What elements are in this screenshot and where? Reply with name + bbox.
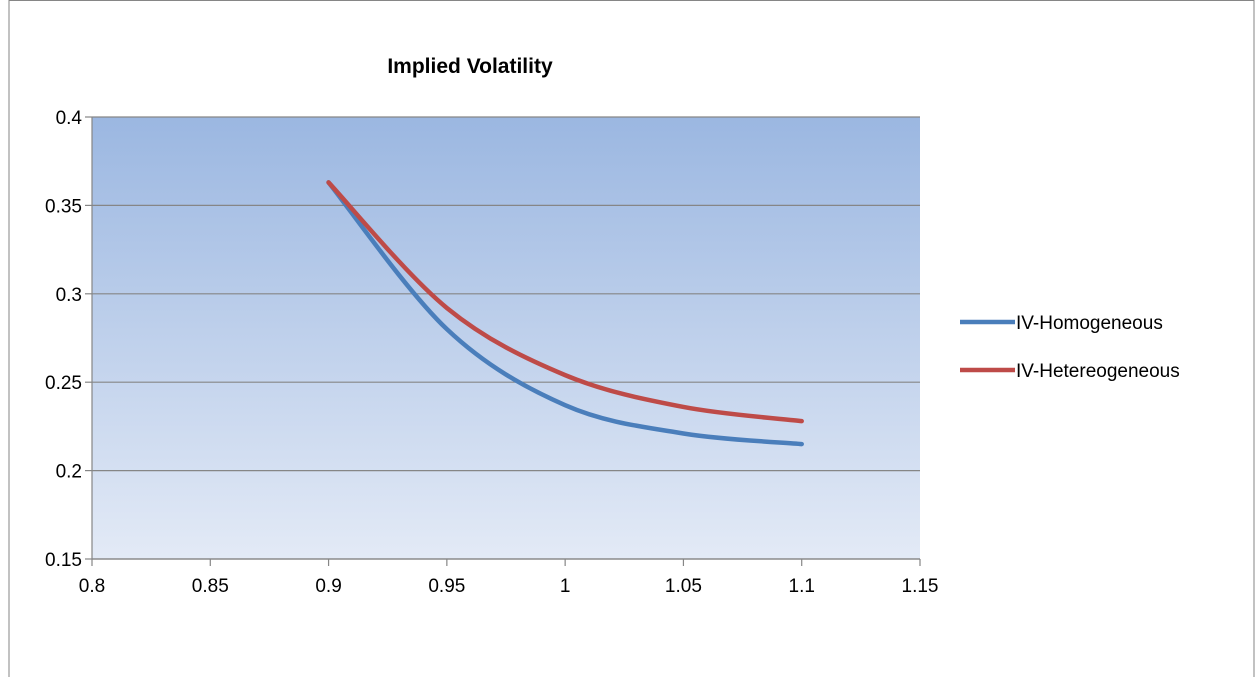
y-tick-label: 0.3 (56, 285, 82, 306)
y-tick-label: 0.4 (56, 108, 83, 129)
chart-title: Implied Volatility (387, 55, 553, 78)
y-tick-label: 0.25 (45, 373, 82, 394)
y-tick-label: 0.35 (45, 196, 82, 217)
y-tick-label: 0.15 (45, 550, 82, 571)
axes (85, 116, 921, 566)
legend-label-iv-homogeneous: IV-Homogeneous (1016, 313, 1163, 334)
x-tick-label: 0.8 (79, 576, 105, 597)
y-axis-tick-labels: 0.4 0.35 0.3 0.25 0.2 0.15 (45, 108, 82, 571)
series-lines (326, 180, 804, 447)
x-tick-label: 0.9 (315, 576, 341, 597)
x-tick-label: 0.85 (192, 576, 229, 597)
plot-area (92, 117, 920, 559)
x-tick-label: 0.95 (428, 576, 465, 597)
x-tick-label: 1.15 (902, 576, 939, 597)
legend-label-iv-hetereogeneous: IV-Hetereogeneous (1016, 361, 1180, 382)
x-tick-label: 1.05 (665, 576, 702, 597)
legend: IV-Homogeneous IV-Hetereogeneous (960, 313, 1180, 382)
x-tick-label: 1 (560, 576, 571, 597)
y-tick-label: 0.2 (56, 462, 82, 483)
x-tick-label: 1.1 (789, 576, 815, 597)
series-line-iv-hetereogeneous (326, 180, 804, 424)
series-line-iv-homogeneous (326, 180, 804, 447)
x-axis-tick-labels: 0.8 0.85 0.9 0.95 1 1.05 1.1 1.15 (79, 576, 939, 597)
